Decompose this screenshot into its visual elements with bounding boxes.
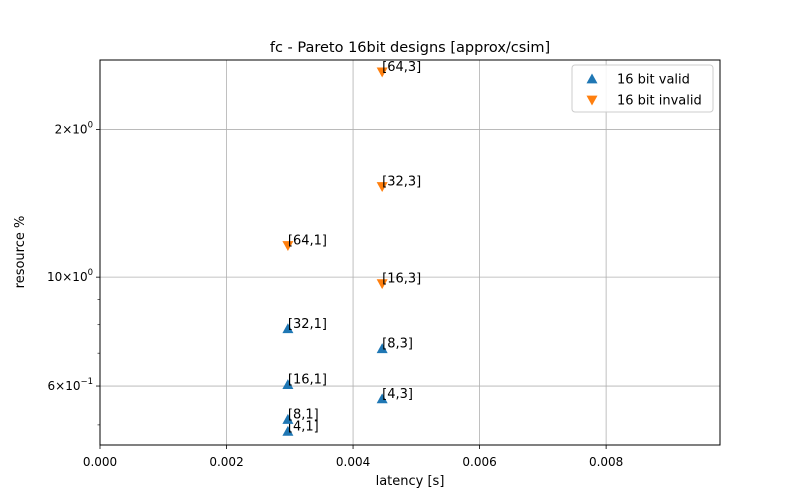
x-tick-label: 0.000 bbox=[83, 455, 117, 469]
data-point bbox=[282, 425, 294, 436]
plot-area-frame bbox=[99, 59, 721, 446]
data-point bbox=[282, 379, 294, 390]
data-point bbox=[376, 393, 388, 404]
data-point bbox=[376, 343, 388, 354]
legend-entry-label: 16 bit invalid bbox=[617, 94, 702, 109]
data-point bbox=[376, 182, 388, 193]
data-points: [4,1][8,1] [16,1] [32,1] [4,3] [8,3] [64,1] [1… bbox=[282, 60, 421, 436]
point-label: [64,1] bbox=[288, 234, 327, 249]
y-tick-label: 10×100 bbox=[47, 268, 93, 284]
grid-lines bbox=[100, 60, 720, 445]
point-label: [4,3] bbox=[382, 387, 413, 402]
data-point bbox=[282, 413, 294, 424]
point-label: [64,3] bbox=[382, 60, 421, 75]
legend-entry-label: 16 bit valid bbox=[617, 73, 690, 88]
x-tick-label: 0.002 bbox=[209, 455, 243, 469]
point-label: [16,1] bbox=[288, 373, 327, 388]
data-point bbox=[282, 241, 294, 252]
legend-box bbox=[571, 64, 714, 113]
y-tick-label: 6×10−1 bbox=[48, 377, 94, 393]
legend-marker bbox=[586, 95, 598, 106]
legend-marker bbox=[586, 73, 598, 84]
x-tick-label: 0.004 bbox=[336, 455, 370, 469]
x-tick-label: 0.008 bbox=[589, 455, 623, 469]
point-label: [32,3] bbox=[382, 175, 421, 190]
x-axis-label: latency [s] bbox=[376, 474, 445, 489]
y-tick-label: 2×100 bbox=[55, 120, 93, 136]
y-axis-ticks: 6×10−1 10×100 2×100 bbox=[47, 120, 100, 426]
x-axis-ticks: 0.000 0.002 0.004 0.006 0.008 bbox=[83, 445, 623, 469]
point-label: [32,1] bbox=[288, 317, 327, 332]
point-label: [8,1] bbox=[288, 407, 319, 422]
data-point bbox=[282, 323, 294, 334]
data-point bbox=[376, 279, 388, 290]
chart-title: fc - Pareto 16bit designs [approx/csim] bbox=[270, 40, 550, 56]
data-point bbox=[376, 67, 388, 78]
point-label: [8,3] bbox=[382, 337, 413, 352]
point-label: [16,3] bbox=[382, 272, 421, 287]
y-axis-label: resource % bbox=[13, 216, 28, 289]
legend: 16 bit valid 16 bit invalid bbox=[571, 64, 714, 113]
point-label: [4,1] bbox=[288, 419, 319, 434]
x-tick-label: 0.006 bbox=[462, 455, 496, 469]
